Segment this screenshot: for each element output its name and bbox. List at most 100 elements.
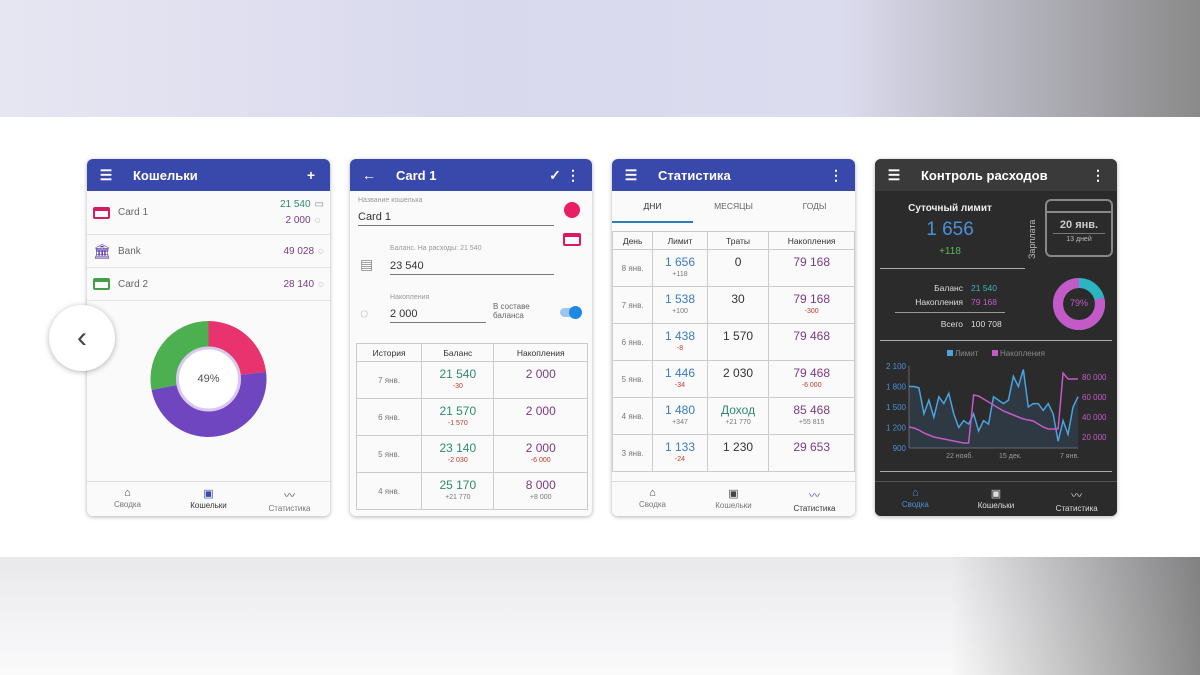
column-header: Баланс <box>421 343 495 362</box>
more-icon[interactable]: ⋮ <box>566 166 580 183</box>
tab-days[interactable]: ДНИ <box>612 191 693 223</box>
wallet-donut-chart <box>150 321 267 437</box>
app-bar: ☰ Контроль расходов ⋮ <box>875 159 1117 191</box>
salary-days: 13 дней <box>1053 233 1105 243</box>
home-icon: ⌂ <box>912 487 919 499</box>
day-cell: 5 янв. <box>612 360 654 398</box>
page-title: Статистика <box>658 167 731 183</box>
menu-icon[interactable]: ☰ <box>887 166 901 183</box>
table-row[interactable]: 3 янв. 1 133 -24 1 230 29 653 <box>612 434 855 472</box>
table-row[interactable]: 4 янв. 1 480 +347 Доход +21 770 85 468 +55 815 <box>612 397 855 435</box>
bank-icon: 🏛 <box>93 242 111 259</box>
savings-input[interactable]: 2 000 <box>390 308 486 323</box>
name-label: Название кошелька <box>358 197 423 204</box>
include-toggle[interactable] <box>560 306 582 319</box>
daily-limit-label: Суточный лимит <box>908 203 992 214</box>
nav-wallets[interactable]: ▣ Кошельки <box>168 482 249 516</box>
wallet-icon: ▣ <box>728 488 739 500</box>
y-left-tick: 1 800 <box>886 383 907 392</box>
more-icon[interactable]: ⋮ <box>829 166 843 183</box>
balance-cell: 25 170 +21 770 <box>421 472 495 510</box>
balance-input[interactable]: 23 540 <box>390 260 554 275</box>
savings-cell: 2 000 <box>493 361 588 399</box>
previous-screenshot-button[interactable]: ‹ <box>49 305 115 371</box>
column-header: Траты <box>706 231 770 250</box>
column-header: Накопления <box>493 343 588 362</box>
wallet-name: Bank <box>118 245 141 257</box>
balance-label: Баланс. На расходы: 21 540 <box>390 245 482 252</box>
color-picker[interactable] <box>564 202 580 218</box>
column-header: Лимит <box>652 231 708 250</box>
tab-months[interactable]: МЕСЯЦЫ <box>714 201 753 211</box>
legend-swatch <box>947 350 953 356</box>
piggy-icon: ◌ <box>318 245 324 257</box>
tab-years[interactable]: ГОДЫ <box>802 201 827 211</box>
y-left-tick: 1 500 <box>886 403 907 412</box>
app-bar: ☰ Кошельки + <box>87 159 330 191</box>
day-cell: 3 янв. <box>612 434 654 472</box>
y-right-tick: 80 000 <box>1082 373 1107 382</box>
nav-wallets[interactable]: ▣ Кошельки <box>693 482 774 516</box>
nav-stats[interactable]: 〰 Статистика <box>774 482 855 516</box>
savings-ring-chart <box>1053 278 1105 330</box>
tabs: ДНИ МЕСЯЦЫ ГОДЫ <box>612 191 855 223</box>
back-arrow-icon[interactable]: ← <box>362 167 376 183</box>
salary-calendar[interactable]: 20 янв. 13 дней <box>1045 199 1113 257</box>
wallet-icon: ▣ <box>203 488 214 500</box>
more-icon[interactable]: ⋮ <box>1091 166 1105 183</box>
savings-cell: 79 168 -300 <box>768 286 855 324</box>
wallet-item[interactable]: Card 2 28 140 ◌ <box>87 268 330 301</box>
wallet-name-input[interactable]: Card 1 <box>358 211 554 226</box>
nav-summary[interactable]: ⌂ Сводка <box>612 482 693 516</box>
card-icon[interactable] <box>563 233 581 246</box>
divider <box>880 268 1025 269</box>
spent-cell: 1 570 <box>706 323 770 361</box>
trend-icon: 〰 <box>809 490 820 502</box>
legend-label: Накопления <box>1000 349 1045 358</box>
nav-summary[interactable]: ⌂ Сводка <box>875 482 956 516</box>
nav-stats[interactable]: 〰 Статистика <box>249 482 330 516</box>
table-row[interactable]: 5 янв. 1 446 -34 2 030 79 468 -6 000 <box>612 360 855 398</box>
wallet-item[interactable]: Card 1 21 540 2 000 ▭ ◌ <box>87 191 330 235</box>
limit-savings-line-chart: Лимит Накопления 2 100 1 800 1 500 1 200 900 80… <box>886 349 1107 460</box>
wallet-icon: ▣ <box>990 488 1002 500</box>
savings-cell: 79 468 -6 000 <box>768 360 855 398</box>
chevron-left-icon: ‹ <box>77 321 87 354</box>
y-right-tick: 20 000 <box>1082 433 1107 442</box>
add-icon[interactable]: + <box>306 167 316 183</box>
app-bar: ← Card 1 ✓ ⋮ <box>350 159 592 191</box>
menu-icon[interactable]: ☰ <box>624 166 638 183</box>
balance-cell: 23 140 -2 030 <box>421 435 495 473</box>
savings-line <box>908 371 1078 444</box>
wallet-balance: 49 028 <box>283 245 315 257</box>
table-row[interactable]: 6 янв. 1 438 -8 1 570 79 468 <box>612 323 855 361</box>
wallet-item[interactable]: 🏛 Bank 49 028 ◌ <box>87 235 330 268</box>
savings-cell: 2 000 <box>493 398 588 436</box>
limit-cell: 1 446 -34 <box>652 360 708 398</box>
wallet-balance: 28 140 <box>283 278 315 290</box>
table-row[interactable]: 6 янв. 21 570 -1 570 2 000 <box>355 398 588 436</box>
savings-cell: 79 468 <box>768 323 855 361</box>
donut-hole <box>176 346 241 412</box>
column-header: День <box>612 231 654 250</box>
page-title: Кошельки <box>133 167 198 183</box>
check-icon[interactable]: ✓ <box>549 166 561 183</box>
y-left-tick: 900 <box>893 444 907 453</box>
nav-stats[interactable]: 〰 Статистика <box>1036 482 1117 516</box>
table-row[interactable]: 7 янв. 21 540 -30 2 000 <box>355 361 588 399</box>
nav-wallets[interactable]: ▣ Кошельки <box>956 482 1037 516</box>
card-icon <box>93 206 110 219</box>
table-row[interactable]: 7 янв. 1 538 +100 30 79 168 -300 <box>612 286 855 324</box>
history-table: История Баланс Накопления 7 янв. 21 540 -30 2… <box>355 343 588 510</box>
trend-icon: 〰 <box>1071 490 1083 502</box>
column-header: История <box>355 343 423 362</box>
nav-summary[interactable]: ⌂ Сводка <box>87 482 168 516</box>
home-icon: ⌂ <box>649 487 656 499</box>
table-row[interactable]: 8 янв. 1 656 +118 0 79 168 <box>612 249 855 287</box>
date-cell: 6 янв. <box>355 398 423 436</box>
y-right-tick: 40 000 <box>1082 413 1107 422</box>
menu-icon[interactable]: ☰ <box>99 166 113 183</box>
table-row[interactable]: 5 янв. 23 140 -2 030 2 000 -6 000 <box>355 435 588 473</box>
table-row[interactable]: 4 янв. 25 170 +21 770 8 000 +8 000 <box>355 472 588 510</box>
wallet-name: Card 1 <box>118 207 149 218</box>
